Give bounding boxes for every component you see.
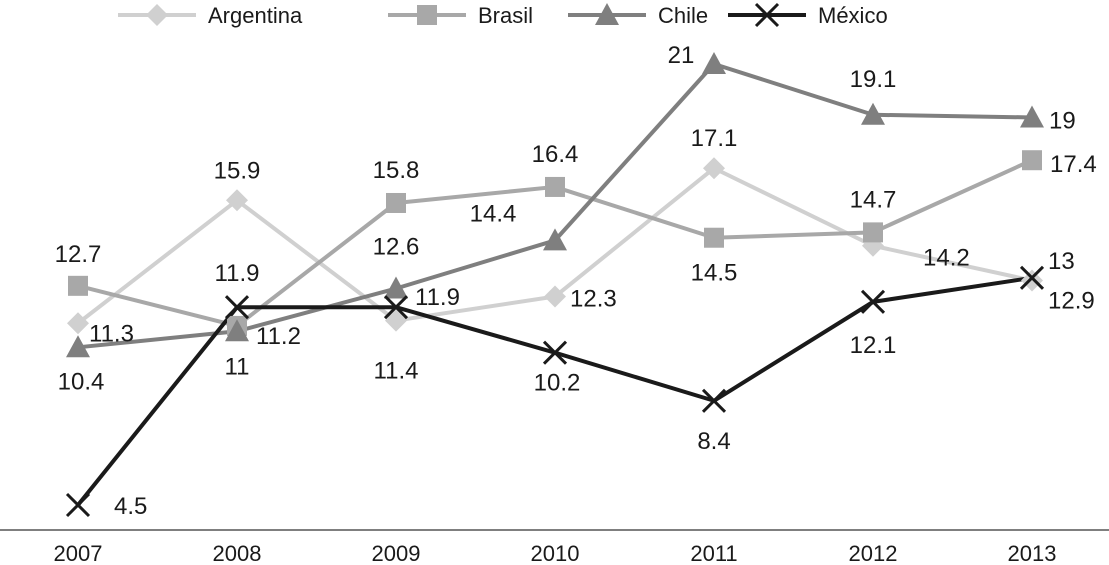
x-tick-label-2008: 2008 — [213, 541, 262, 565]
data-label-brasil-2009: 15.8 — [373, 157, 420, 184]
data-label-brasil-2013: 17.4 — [1050, 151, 1097, 178]
point-argentina-2009 — [385, 309, 407, 332]
legend-item-mexico: México — [728, 2, 888, 28]
point-chile-2007 — [66, 335, 90, 358]
point-brasil-2011 — [704, 227, 724, 248]
data-label-brasil-2008: 11.2 — [256, 323, 301, 350]
point-mexico-2012 — [860, 289, 886, 314]
legend-item-argentina: Argentina — [118, 3, 303, 28]
data-label-chile-2012: 19.1 — [850, 66, 897, 93]
point-chile-2012 — [861, 102, 885, 125]
data-label-mexico-2007: 4.5 — [114, 493, 147, 520]
x-tick-label-2013: 2013 — [1008, 541, 1057, 565]
marker-layer — [65, 52, 1045, 518]
data-label-brasil-2007: 12.7 — [55, 241, 102, 268]
x-tick-label-2007: 2007 — [54, 541, 103, 565]
data-label-argentina-2013: 12.9 — [1048, 287, 1095, 314]
point-argentina-2013 — [1021, 269, 1043, 292]
data-label-chile-2009: 12.6 — [373, 234, 420, 261]
point-chile-2011 — [702, 52, 726, 74]
data-label-argentina-2009: 11.4 — [374, 358, 419, 385]
x-axis-ticks: 2007 2008 2009 2010 2011 2012 2013 — [54, 541, 1057, 565]
point-chile-2008 — [225, 319, 249, 342]
point-mexico-2013 — [1019, 265, 1045, 290]
data-label-chile-2007: 10.4 — [58, 368, 105, 395]
point-brasil-2009 — [386, 192, 406, 213]
data-label-argentina-2012: 14.2 — [923, 245, 970, 272]
legend-marker-argentina — [146, 4, 168, 26]
legend-item-chile: Chile — [568, 3, 708, 28]
data-label-brasil-2010: 16.4 — [532, 141, 579, 168]
legend-label-brasil: Brasil — [478, 3, 533, 28]
legend-item-brasil: Brasil — [388, 3, 533, 28]
legend-marker-mexico — [754, 2, 780, 28]
data-label-mexico-2009: 11.9 — [415, 284, 460, 311]
legend-marker-chile — [595, 3, 619, 25]
point-argentina-2011 — [703, 157, 725, 180]
data-label-layer: 11.3 15.9 11.4 12.3 17.1 14.2 12.9 12.7 11.2 15.8… — [55, 42, 1097, 520]
data-label-brasil-2012: 14.7 — [850, 186, 897, 213]
point-chile-2010 — [543, 228, 567, 251]
point-mexico-2010 — [542, 340, 568, 365]
data-label-mexico-2010: 10.2 — [534, 370, 581, 397]
data-label-chile-2011: 21 — [668, 42, 695, 69]
x-tick-label-2010: 2010 — [531, 541, 580, 565]
x-tick-label-2012: 2012 — [849, 541, 898, 565]
data-label-argentina-2007: 11.3 — [89, 320, 134, 347]
data-label-mexico-2008: 11.9 — [215, 260, 260, 287]
x-tick-label-2009: 2009 — [372, 541, 421, 565]
point-mexico-2008 — [224, 295, 250, 320]
x-tick-label-2011: 2011 — [690, 541, 737, 565]
point-chile-2009 — [384, 276, 408, 299]
data-label-chile-2013: 19 — [1049, 107, 1076, 134]
point-mexico-2011 — [701, 388, 727, 413]
data-label-mexico-2012: 12.1 — [850, 332, 897, 359]
point-mexico-2009 — [383, 295, 409, 320]
data-label-brasil-2011: 14.5 — [691, 260, 738, 287]
data-label-argentina-2008: 15.9 — [214, 157, 261, 184]
point-argentina-2008 — [226, 189, 248, 212]
point-argentina-2010 — [544, 285, 566, 308]
legend: Argentina Brasil Chile México — [118, 2, 888, 28]
legend-label-chile: Chile — [658, 3, 708, 28]
data-label-mexico-2011: 8.4 — [697, 428, 730, 455]
point-mexico-2007 — [65, 492, 91, 518]
point-brasil-2012 — [863, 222, 883, 243]
point-argentina-2007 — [67, 312, 89, 335]
point-chile-2013 — [1020, 105, 1044, 128]
point-brasil-2013 — [1022, 150, 1042, 171]
legend-label-mexico: México — [818, 3, 888, 28]
legend-label-argentina: Argentina — [208, 3, 303, 28]
legend-marker-brasil — [417, 5, 437, 25]
point-brasil-2007 — [68, 275, 88, 296]
data-label-argentina-2010: 12.3 — [570, 286, 617, 313]
data-label-mexico-2013: 13 — [1048, 248, 1075, 275]
data-label-argentina-2011: 17.1 — [691, 125, 738, 152]
data-label-chile-2010: 14.4 — [470, 200, 517, 227]
data-label-chile-2008: 11 — [225, 353, 250, 380]
point-brasil-2010 — [545, 176, 565, 197]
